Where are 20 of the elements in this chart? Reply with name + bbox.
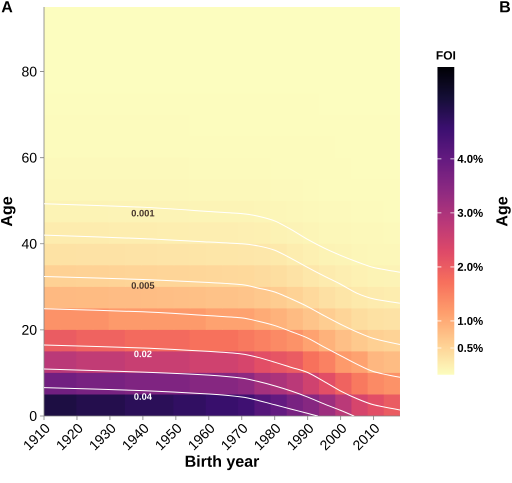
y-axis-title: Age <box>1 196 16 226</box>
color-bar-label: 3.0% <box>458 208 483 217</box>
color-bar-title: FOI <box>436 51 456 60</box>
text: A <box>2 1 12 12</box>
series-label: 0.005 <box>132 282 154 289</box>
color-bar-label: 1.0% <box>458 316 483 325</box>
series-label: 0.001 <box>132 210 154 216</box>
y-tick-label: 80 <box>22 66 37 77</box>
y-tick-label: 60 <box>22 152 37 163</box>
series-label: 0.02 <box>134 350 152 358</box>
text: B <box>500 1 510 12</box>
y-tick-label: 0 <box>30 411 37 421</box>
color-bar-label: 0.5% <box>458 344 483 352</box>
y-tick-label: 40 <box>22 238 37 249</box>
y-tick-label: 20 <box>22 324 37 335</box>
color-bar-label: 2.0% <box>458 262 483 271</box>
series-label: 0.04 <box>134 393 152 400</box>
color-bar-label: 4.0% <box>457 154 483 163</box>
x-axis-title: Birth year <box>186 455 260 470</box>
text: Age <box>496 196 511 226</box>
